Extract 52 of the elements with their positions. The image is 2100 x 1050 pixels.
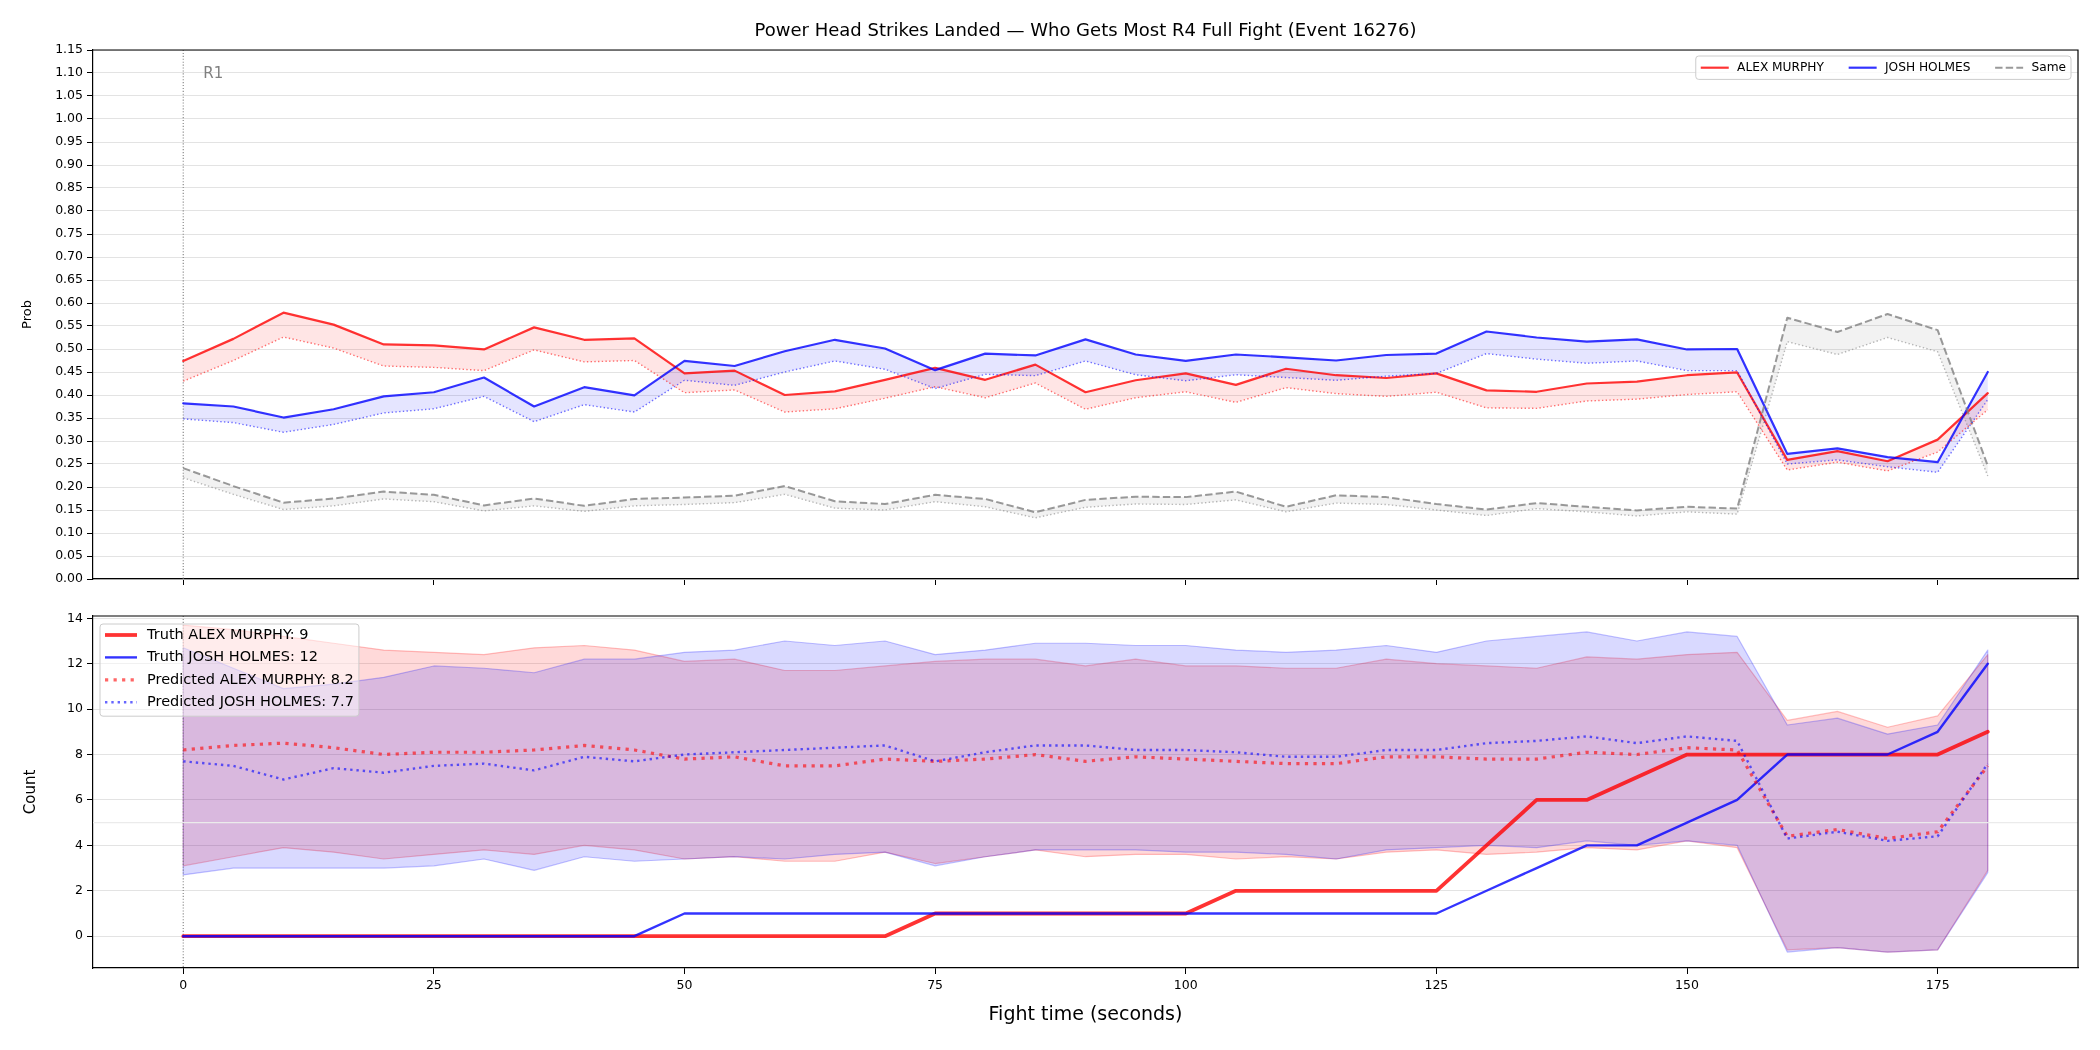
legend-label: Same — [2031, 59, 2066, 74]
y-tick-label: 0.60 — [55, 294, 84, 310]
x-tick-label: 0 — [179, 976, 188, 992]
y-tick-label: 1.05 — [55, 87, 83, 103]
y-tick-label: 0.30 — [55, 432, 84, 448]
y-tick-label: 0.50 — [55, 340, 84, 356]
ref-line-label: R1 — [203, 63, 224, 82]
x-tick-label: 75 — [927, 976, 944, 992]
x-tick-label: 175 — [1925, 976, 1950, 992]
y-tick-label: 0.00 — [55, 570, 84, 586]
y-tick-label: 1.10 — [55, 64, 84, 80]
y-tick-label: 0.45 — [55, 363, 83, 379]
legend-label: Predicted ALEX MURPHY: 8.2 — [147, 670, 354, 687]
y-tick-label: 10 — [67, 700, 84, 716]
y-tick-label: 14 — [67, 609, 84, 625]
legend-label: JOSH HOLMES — [1883, 59, 1971, 74]
legend-label: Truth JOSH HOLMES: 12 — [146, 648, 318, 665]
y-tick-label: 0.15 — [55, 501, 83, 517]
y-tick-label: 6 — [75, 791, 84, 807]
legend-label: Predicted JOSH HOLMES: 7.7 — [147, 692, 354, 709]
y-tick-label: 0.35 — [55, 409, 83, 425]
x-tick-label: 50 — [676, 976, 693, 992]
y-tick-label: 0.85 — [55, 179, 83, 195]
y-tick-label: 0.40 — [55, 386, 84, 402]
y-tick-label: 0.25 — [55, 455, 83, 471]
legend-label: Truth ALEX MURPHY: 9 — [146, 625, 309, 642]
chart-title: Power Head Strikes Landed — Who Gets Most R4 Full Fight (Event 16276) — [754, 18, 1417, 40]
y-tick-label: 8 — [75, 745, 84, 761]
y-axis-title: Count — [20, 769, 39, 815]
y-tick-label: 1.15 — [55, 41, 83, 57]
y-tick-label: 0 — [75, 927, 84, 943]
y-tick-label: 0.65 — [55, 271, 83, 287]
y-tick-label: 0.90 — [55, 156, 84, 172]
legend-label: ALEX MURPHY — [1737, 59, 1825, 74]
x-tick-label: 100 — [1173, 976, 1198, 992]
y-tick-label: 0.20 — [55, 478, 84, 494]
y-tick-label: 0.80 — [55, 202, 84, 218]
y-tick-label: 2 — [75, 882, 83, 898]
x-tick-label: 25 — [425, 976, 442, 992]
y-tick-label: 0.75 — [55, 225, 83, 241]
y-tick-label: 0.05 — [55, 547, 83, 563]
y-axis-title: Prob — [19, 300, 35, 329]
y-tick-label: 0.70 — [55, 248, 84, 264]
y-tick-label: 1.00 — [55, 110, 84, 126]
y-tick-label: 12 — [67, 654, 83, 670]
y-tick-label: 4 — [75, 836, 84, 852]
y-tick-label: 0.55 — [55, 317, 83, 333]
x-axis-title: Fight time (seconds) — [988, 1001, 1183, 1024]
x-tick-label: 125 — [1424, 976, 1449, 992]
y-tick-label: 0.95 — [55, 133, 83, 149]
y-tick-label: 0.10 — [55, 524, 84, 540]
x-tick-label: 150 — [1675, 976, 1699, 992]
